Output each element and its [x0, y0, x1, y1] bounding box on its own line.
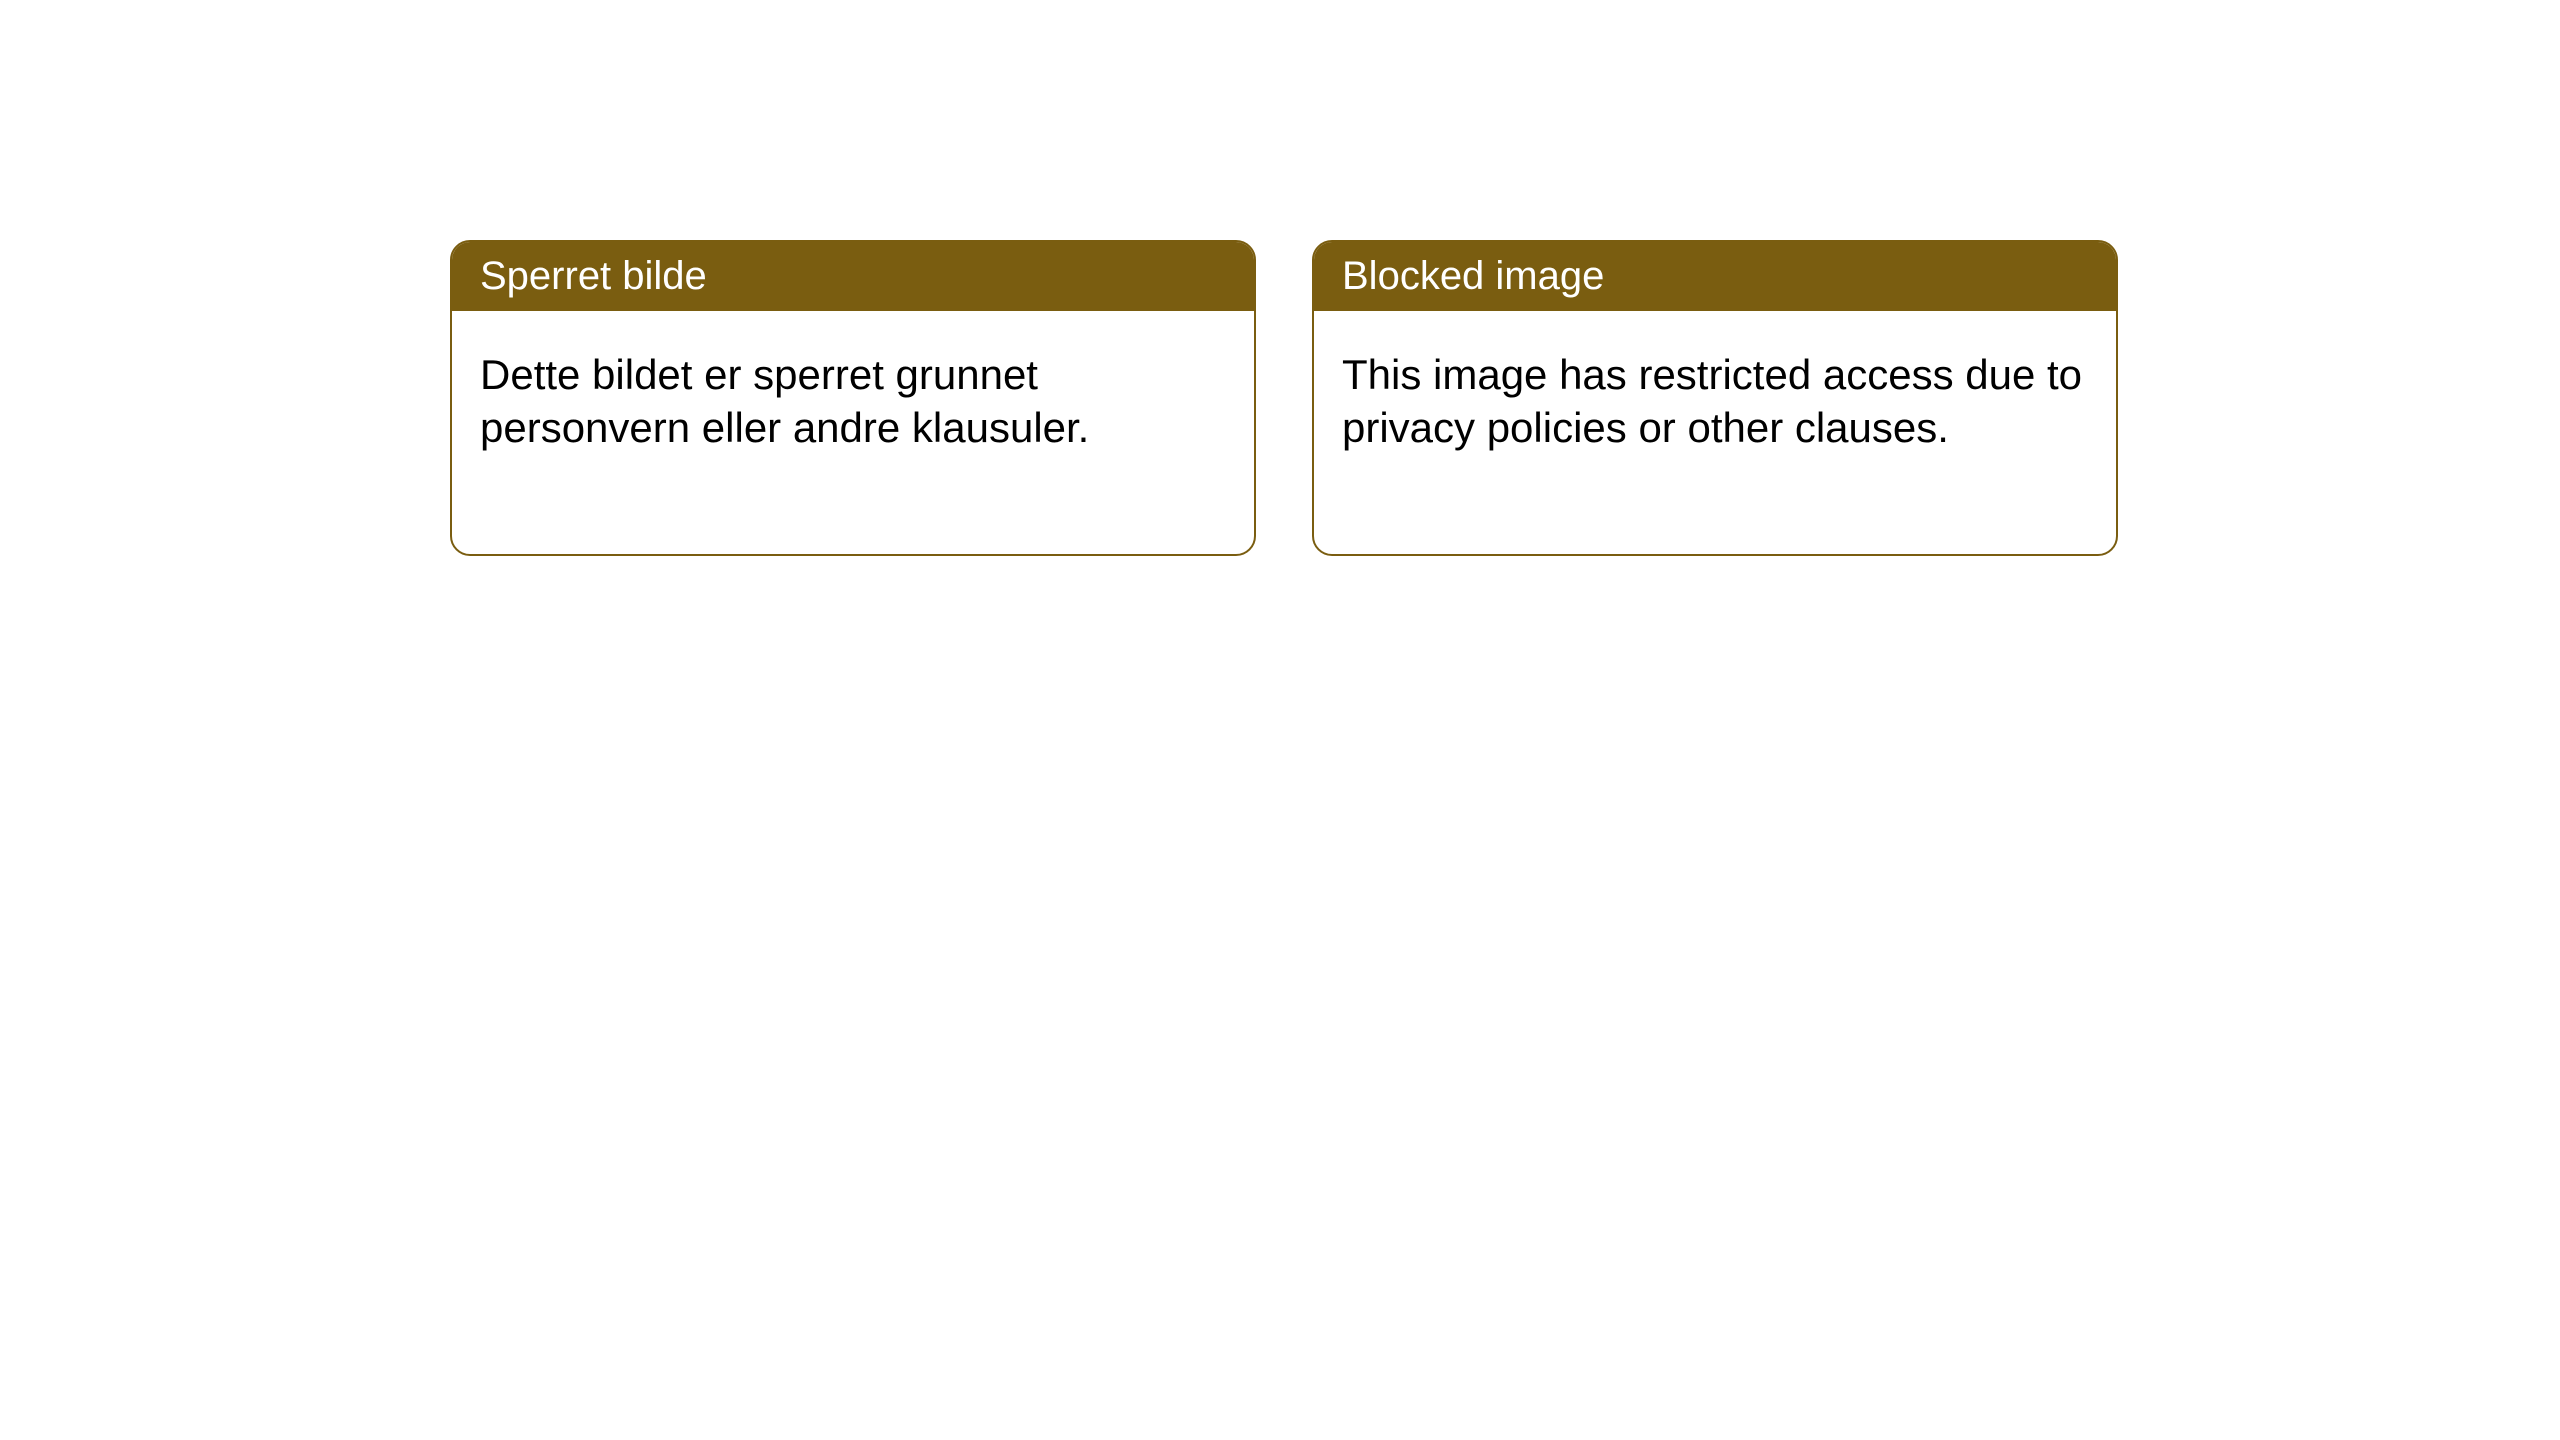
card-header: Blocked image: [1314, 242, 2116, 311]
card-body: This image has restricted access due to …: [1314, 311, 2116, 554]
card-body-text: Dette bildet er sperret grunnet personve…: [480, 351, 1089, 451]
card-body-text: This image has restricted access due to …: [1342, 351, 2082, 451]
card-header: Sperret bilde: [452, 242, 1254, 311]
card-title: Blocked image: [1342, 254, 1604, 298]
card-body: Dette bildet er sperret grunnet personve…: [452, 311, 1254, 554]
notice-card-english: Blocked image This image has restricted …: [1312, 240, 2118, 556]
notice-card-norwegian: Sperret bilde Dette bildet er sperret gr…: [450, 240, 1256, 556]
notice-cards-container: Sperret bilde Dette bildet er sperret gr…: [450, 240, 2560, 556]
card-title: Sperret bilde: [480, 254, 707, 298]
